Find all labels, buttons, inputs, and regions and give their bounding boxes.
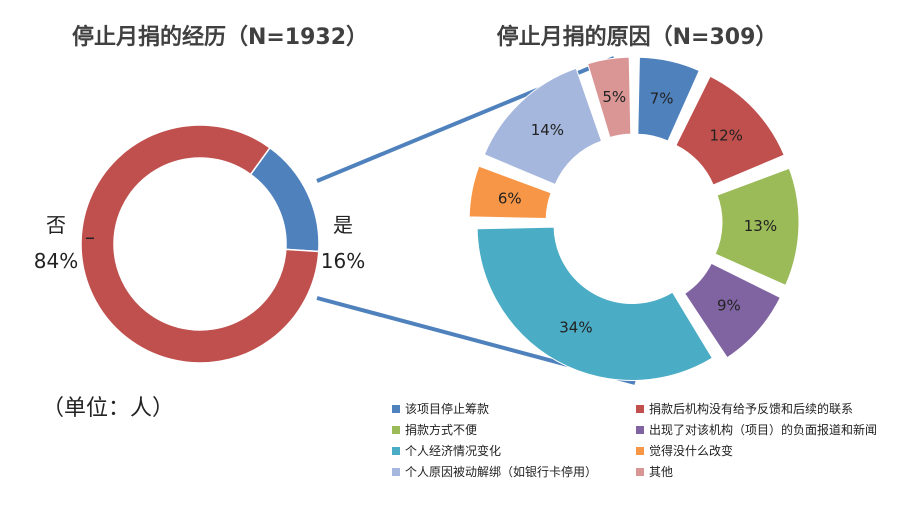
right-slice-6 [483,67,603,186]
right-slice-1 [675,75,785,186]
left-slice-yes [249,146,320,253]
right-slice-7 [587,56,632,139]
legend-swatch-3 [636,426,644,434]
legend-item-2: 捐款方式不便 [392,423,477,437]
right-slice-label-7: 5% [602,88,626,106]
right-slice-3 [683,262,782,359]
legend-item-7: 其他 [636,465,673,479]
right-slice-label-4: 34% [559,319,592,337]
right-chart-title: 停止月捐的原因（N=309） [497,24,778,50]
right-slice-label-1: 12% [710,126,743,144]
legend-label-5: 觉得没什么改变 [649,444,734,458]
left-donut [80,124,320,364]
legend-item-6: 个人原因被动解绑（如银行卡停用） [392,465,597,479]
left-slice-value-0: 16% [321,249,365,273]
right-slice-label-2: 13% [744,217,777,235]
legend-swatch-6 [392,468,400,476]
legend-item-0: 该项目停止筹款 [392,402,489,416]
legend-label-3: 出现了对该机构（项目）的负面报道和新闻 [649,423,878,437]
legend-label-0: 该项目停止筹款 [405,402,490,416]
right-slice-5 [468,165,552,220]
legend-label-4: 个人经济情况变化 [405,444,502,458]
left-chart-title: 停止月捐的经历（N=1932） [72,24,368,50]
right-slice-0 [637,56,700,142]
legend-item-3: 出现了对该机构（项目）的负面报道和新闻 [636,423,877,437]
left-slice-no [80,124,320,364]
right-slice-label-5: 6% [498,189,522,207]
legend-swatch-1 [636,405,644,413]
right-slice-label-3: 9% [717,297,741,315]
left-slice-name-1: 否 [46,213,66,237]
legend-item-4: 个人经济情况变化 [392,444,501,458]
legend-swatch-2 [392,426,400,434]
right-slice-label-0: 7% [650,90,674,108]
left-labels: 是 16% 否 84%– [34,213,365,273]
right-slice-label-6: 14% [531,121,564,139]
right-slice-4 [476,226,714,381]
left-slice-value-1: 84% [34,249,78,273]
right-slice-2 [714,167,800,287]
legend-swatch-5 [636,447,644,455]
legend-label-1: 捐款后机构没有给予反馈和后续的联系 [649,402,854,416]
legend-swatch-7 [636,468,644,476]
dash-mark: – [85,225,95,249]
legend-item-5: 觉得没什么改变 [636,444,733,458]
left-slice-name-0: 是 [333,213,353,237]
legend-item-1: 捐款后机构没有给予反馈和后续的联系 [636,402,853,416]
legend-label-7: 其他 [649,465,674,479]
legend-label-6: 个人原因被动解绑（如银行卡停用） [405,465,598,479]
right-donut [468,56,800,381]
legend-swatch-4 [392,447,400,455]
right-labels: 7% 12% 13% 9% 34% 6% 14% 5% [498,88,777,337]
legend-label-2: 捐款方式不便 [405,423,478,437]
legend-swatch-0 [392,405,400,413]
unit-note: （单位：人） [42,396,175,421]
